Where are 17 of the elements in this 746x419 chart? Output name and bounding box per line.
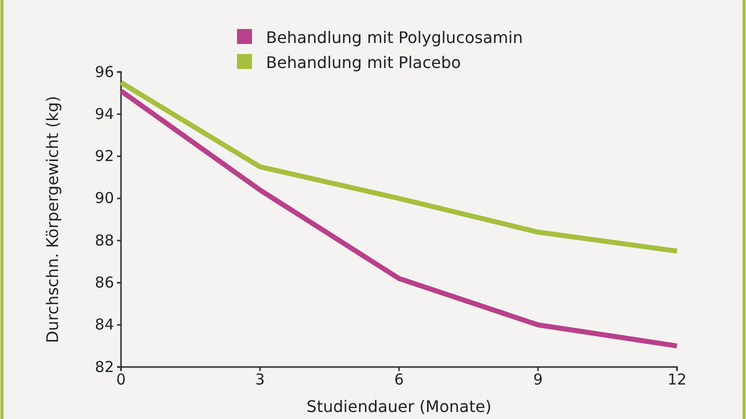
y-tick-label: 82: [94, 358, 114, 376]
y-tick-label: 88: [94, 231, 114, 250]
y-tick-label: 84: [94, 316, 114, 334]
x-axis-title: Studiendauer (Monate): [306, 397, 492, 416]
y-tick-label: 86: [94, 274, 114, 292]
x-tick-label: 3: [255, 370, 265, 389]
y-tick-label: 94: [94, 104, 114, 123]
x-tick-label: 12: [667, 370, 687, 389]
x-tick-label: 9: [533, 370, 543, 389]
y-tick-label: 92: [94, 147, 114, 166]
x-tick-label: 6: [394, 370, 404, 389]
y-axis-title: Durchschn. Körpergewicht (kg): [43, 96, 62, 344]
legend-label: Behandlung mit Polyglucosamin: [266, 28, 523, 47]
y-tick-label: 96: [94, 62, 114, 81]
y-tick-label: 90: [94, 189, 114, 208]
legend-label: Behandlung mit Placebo: [266, 53, 461, 72]
x-tick-label: 0: [116, 370, 126, 389]
